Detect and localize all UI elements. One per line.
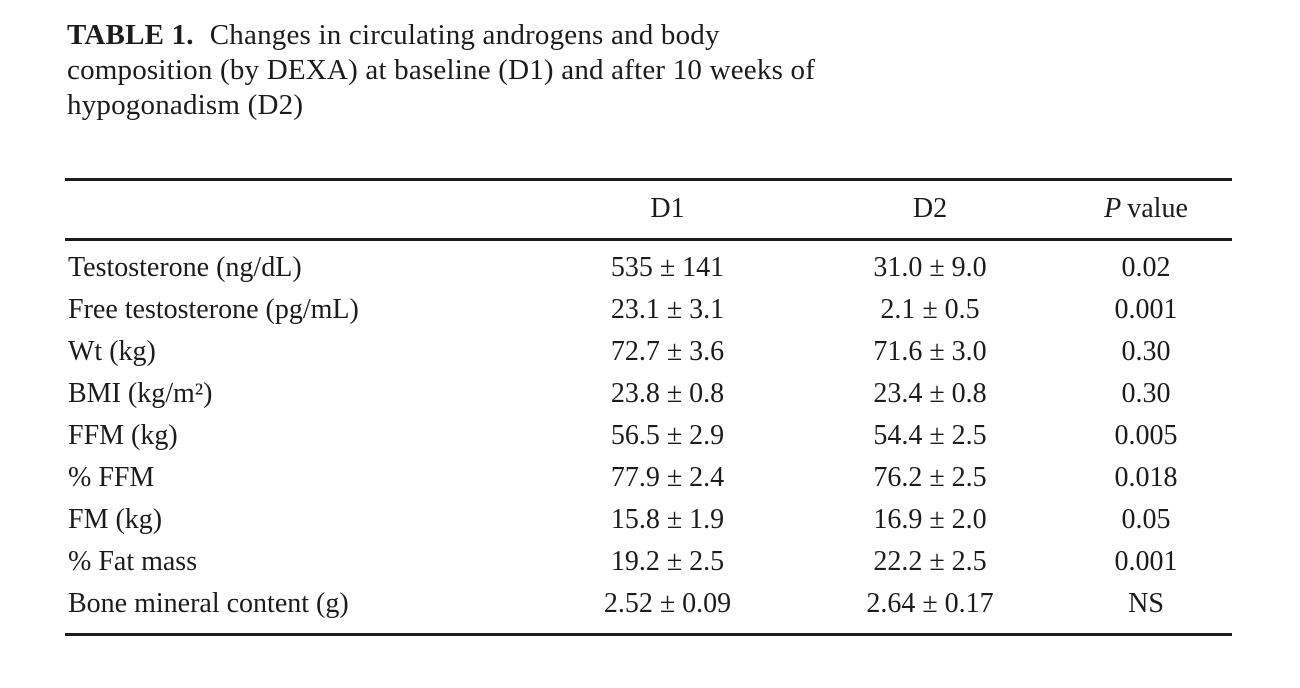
d2-value: 76.2 ± 2.5 [873, 462, 987, 493]
p-value: 0.30 [1121, 336, 1171, 367]
caption-line-1: TABLE 1. Changes in circulating androgens… [67, 18, 1187, 53]
p-italic: P [1104, 193, 1122, 224]
table-caption: TABLE 1. Changes in circulating androgens… [67, 18, 1187, 123]
column-header-d1: D1 [535, 178, 800, 241]
table-row: FFM (kg) 56.5 ± 2.9 54.4 ± 2.5 0.005 [65, 415, 1232, 457]
d1-value: 56.5 ± 2.9 [610, 420, 725, 451]
table-row: Free testosterone (pg/mL) 23.1 ± 3.1 2.1… [65, 289, 1232, 331]
table-row: % FFM 77.9 ± 2.4 76.2 ± 2.5 0.018 [65, 457, 1232, 499]
p-value: 0.30 [1121, 378, 1171, 409]
row-label: Testosterone (ng/dL) [68, 252, 302, 283]
caption-line-2: composition (by DEXA) at baseline (D1) a… [67, 54, 816, 86]
p-value: 0.02 [1121, 252, 1171, 283]
caption-line-3: hypogonadism (D2) [67, 89, 304, 121]
table-row: Bone mineral content (g) 2.52 ± 0.09 2.6… [65, 583, 1232, 636]
row-label: Wt (kg) [68, 336, 156, 367]
d1-value: 77.9 ± 2.4 [610, 462, 725, 493]
d2-value: 31.0 ± 9.0 [873, 252, 987, 283]
d2-value: 22.2 ± 2.5 [873, 546, 987, 577]
row-label: % FFM [68, 462, 155, 493]
p-value: 0.005 [1114, 420, 1178, 451]
table-row: BMI (kg/m²) 23.8 ± 0.8 23.4 ± 0.8 0.30 [65, 373, 1232, 415]
p-value: 0.05 [1121, 504, 1171, 535]
table-number-label: TABLE 1. [67, 19, 194, 51]
d1-value: 19.2 ± 2.5 [610, 546, 725, 577]
d1-value: 15.8 ± 1.9 [610, 504, 725, 535]
p-rest: value [1127, 193, 1188, 224]
d2-value: 23.4 ± 0.8 [873, 378, 987, 409]
d2-value: 54.4 ± 2.5 [873, 420, 987, 451]
p-value: NS [1060, 583, 1232, 636]
p-value: 0.001 [1114, 294, 1178, 325]
d1-value: 2.52 ± 0.09 [535, 583, 800, 636]
table-row: Wt (kg) 72.7 ± 3.6 71.6 ± 3.0 0.30 [65, 331, 1232, 373]
p-value: 0.018 [1114, 462, 1178, 493]
table-row: Testosterone (ng/dL) 535 ± 141 31.0 ± 9.… [65, 240, 1232, 290]
caption-text-1: Changes in circulating androgens and bod… [209, 19, 720, 51]
row-label: BMI (kg/m²) [68, 378, 213, 409]
p-value: 0.001 [1114, 546, 1178, 577]
d1-value: 23.1 ± 3.1 [610, 294, 725, 325]
row-label: Free testosterone (pg/mL) [68, 294, 359, 325]
d1-value: 72.7 ± 3.6 [610, 336, 725, 367]
table-row: FM (kg) 15.8 ± 1.9 16.9 ± 2.0 0.05 [65, 499, 1232, 541]
d2-value: 16.9 ± 2.0 [873, 504, 987, 535]
row-label: % Fat mass [68, 546, 198, 577]
d2-value: 2.64 ± 0.17 [800, 583, 1060, 636]
d2-value: 71.6 ± 3.0 [873, 336, 987, 367]
row-label: FM (kg) [68, 504, 163, 535]
row-label: Bone mineral content (g) [65, 583, 535, 636]
table-row: % Fat mass 19.2 ± 2.5 22.2 ± 2.5 0.001 [65, 541, 1232, 583]
row-label: FFM (kg) [68, 420, 178, 451]
column-header-d2: D2 [800, 178, 1060, 241]
column-header-blank [65, 178, 535, 241]
d1-value: 535 ± 141 [610, 252, 725, 283]
d1-value: 23.8 ± 0.8 [610, 378, 725, 409]
d2-value: 2.1 ± 0.5 [880, 294, 980, 325]
